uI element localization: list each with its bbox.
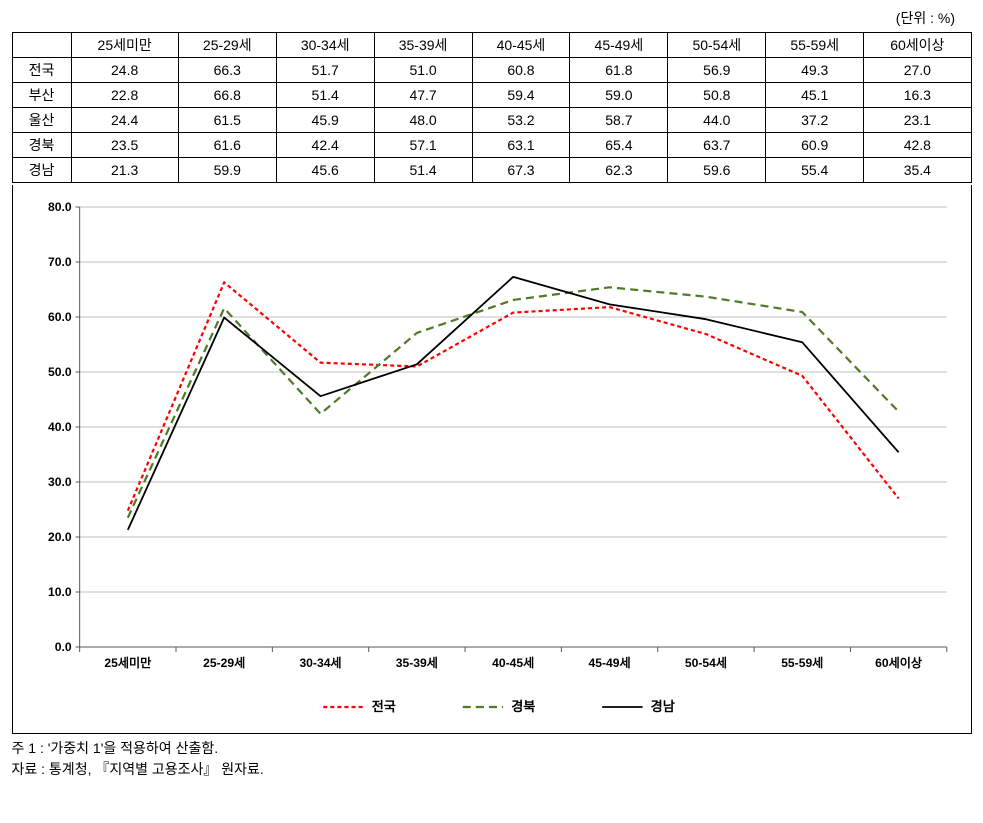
table-cell: 55.4 — [766, 158, 864, 183]
table-cell: 51.7 — [276, 58, 374, 83]
y-tick-label: 20.0 — [47, 530, 71, 544]
table-corner-cell — [12, 33, 71, 58]
x-tick-label: 30-34세 — [299, 655, 341, 670]
table-col-header: 45-49세 — [570, 33, 668, 58]
table-cell: 53.2 — [472, 108, 570, 133]
y-tick-label: 80.0 — [47, 200, 71, 214]
table-cell: 49.3 — [766, 58, 864, 83]
table-cell: 59.6 — [668, 158, 766, 183]
table-cell: 21.3 — [71, 158, 178, 183]
data-table: 25세미만25-29세30-34세35-39세40-45세45-49세50-54… — [12, 32, 972, 183]
table-cell: 35.4 — [864, 158, 971, 183]
chart-container: 0.0 10.0 20.0 30.0 40.0 50.0 60.0 70.0 80.0 25세미만… — [12, 185, 972, 734]
footnotes: 주 1 : '가중치 1'을 적용하여 산출함. 자료 : 통계청, 『지역별 … — [12, 738, 972, 780]
y-tick-label: 30.0 — [47, 475, 71, 489]
x-tick-label: 40-45세 — [492, 655, 534, 670]
table-cell: 60.8 — [472, 58, 570, 83]
table-cell: 51.4 — [276, 83, 374, 108]
table-cell: 59.9 — [178, 158, 276, 183]
table-cell: 67.3 — [472, 158, 570, 183]
table-row-label: 전국 — [12, 58, 71, 83]
unit-label: (단위 : %) — [8, 8, 975, 28]
table-cell: 44.0 — [668, 108, 766, 133]
table-col-header: 35-39세 — [374, 33, 472, 58]
table-header-row: 25세미만25-29세30-34세35-39세40-45세45-49세50-54… — [12, 33, 971, 58]
table-row: 경남21.359.945.651.467.362.359.655.435.4 — [12, 158, 971, 183]
table-cell: 62.3 — [570, 158, 668, 183]
table-row-label: 울산 — [12, 108, 71, 133]
y-tick-label: 60.0 — [47, 310, 71, 324]
table-cell: 45.1 — [766, 83, 864, 108]
table-row-label: 경북 — [12, 133, 71, 158]
legend-label: 경남 — [650, 699, 674, 714]
table-col-header: 60세이상 — [864, 33, 971, 58]
table-cell: 66.8 — [178, 83, 276, 108]
table-cell: 59.0 — [570, 83, 668, 108]
table-cell: 42.8 — [864, 133, 971, 158]
table-col-header: 25-29세 — [178, 33, 276, 58]
x-tick-label: 35-39세 — [395, 655, 437, 670]
table-cell: 65.4 — [570, 133, 668, 158]
y-tick-label: 50.0 — [47, 365, 71, 379]
footnote-1: 주 1 : '가중치 1'을 적용하여 산출함. — [12, 738, 972, 759]
table-col-header: 55-59세 — [766, 33, 864, 58]
table-row-label: 부산 — [12, 83, 71, 108]
table-cell: 61.5 — [178, 108, 276, 133]
table-cell: 22.8 — [71, 83, 178, 108]
table-cell: 66.3 — [178, 58, 276, 83]
y-tick-label: 40.0 — [47, 420, 71, 434]
table-cell: 23.5 — [71, 133, 178, 158]
table-cell: 59.4 — [472, 83, 570, 108]
line-chart: 0.0 10.0 20.0 30.0 40.0 50.0 60.0 70.0 80.0 25세미만… — [17, 189, 967, 729]
table-cell: 50.8 — [668, 83, 766, 108]
table-cell: 61.6 — [178, 133, 276, 158]
table-cell: 23.1 — [864, 108, 971, 133]
table-col-header: 50-54세 — [668, 33, 766, 58]
table-cell: 60.9 — [766, 133, 864, 158]
table-col-header: 30-34세 — [276, 33, 374, 58]
table-cell: 63.1 — [472, 133, 570, 158]
x-tick-label: 55-59세 — [781, 655, 823, 670]
table-cell: 61.8 — [570, 58, 668, 83]
table-cell: 16.3 — [864, 83, 971, 108]
table-cell: 37.2 — [766, 108, 864, 133]
table-cell: 48.0 — [374, 108, 472, 133]
table-cell: 51.0 — [374, 58, 472, 83]
table-cell: 45.9 — [276, 108, 374, 133]
x-tick-label: 25세미만 — [104, 655, 151, 670]
table-body: 전국24.866.351.751.060.861.856.949.327.0부산… — [12, 58, 971, 183]
y-tick-label: 0.0 — [54, 640, 71, 654]
table-cell: 27.0 — [864, 58, 971, 83]
table-cell: 24.8 — [71, 58, 178, 83]
table-cell: 24.4 — [71, 108, 178, 133]
y-tick-label: 70.0 — [47, 255, 71, 269]
table-row: 부산22.866.851.447.759.459.050.845.116.3 — [12, 83, 971, 108]
x-tick-label: 50-54세 — [684, 655, 726, 670]
table-cell: 47.7 — [374, 83, 472, 108]
table-cell: 63.7 — [668, 133, 766, 158]
table-cell: 56.9 — [668, 58, 766, 83]
table-cell: 51.4 — [374, 158, 472, 183]
y-tick-label: 10.0 — [47, 585, 71, 599]
footnote-source: 자료 : 통계청, 『지역별 고용조사』 원자료. — [12, 759, 972, 780]
x-tick-label: 25-29세 — [203, 655, 245, 670]
table-col-header: 25세미만 — [71, 33, 178, 58]
table-cell: 42.4 — [276, 133, 374, 158]
table-row: 울산24.461.545.948.053.258.744.037.223.1 — [12, 108, 971, 133]
table-cell: 45.6 — [276, 158, 374, 183]
table-cell: 58.7 — [570, 108, 668, 133]
table-row: 경북23.561.642.457.163.165.463.760.942.8 — [12, 133, 971, 158]
table-row: 전국24.866.351.751.060.861.856.949.327.0 — [12, 58, 971, 83]
table-row-label: 경남 — [12, 158, 71, 183]
x-tick-label: 45-49세 — [588, 655, 630, 670]
legend-label: 경북 — [511, 699, 535, 714]
legend-label: 전국 — [371, 699, 395, 714]
table-col-header: 40-45세 — [472, 33, 570, 58]
table-cell: 57.1 — [374, 133, 472, 158]
x-tick-label: 60세이상 — [875, 655, 922, 670]
